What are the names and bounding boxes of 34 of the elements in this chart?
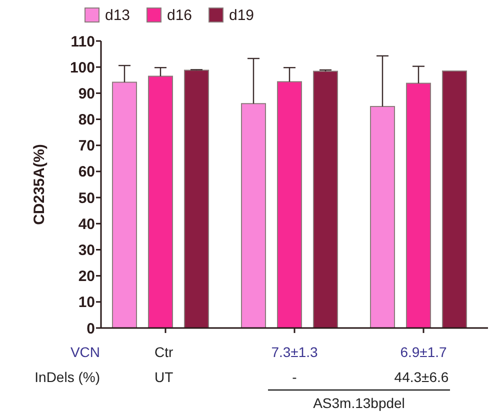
text: VCN bbox=[70, 344, 100, 360]
y-tick-label: 100 bbox=[70, 59, 95, 76]
text: 44.3±6.6 bbox=[394, 369, 449, 385]
y-tick-label: 10 bbox=[78, 294, 95, 312]
y-tick-label: 80 bbox=[78, 112, 95, 129]
text: - bbox=[292, 369, 298, 385]
y-tick-label: 60 bbox=[78, 164, 95, 181]
bar bbox=[184, 70, 209, 328]
text: InDels (%) bbox=[34, 369, 100, 385]
x-tick-label: 6.9±1.7 bbox=[400, 344, 448, 360]
y-tick-label: 50 bbox=[78, 190, 95, 207]
text: AS3m.13bpdel bbox=[313, 395, 405, 411]
y-tick-label: 110 bbox=[70, 33, 95, 50]
legend-label: d19 bbox=[229, 7, 254, 24]
bar bbox=[277, 81, 302, 328]
y-tick-label: 90 bbox=[78, 85, 95, 102]
x-tick-label: 7.3±1.3 bbox=[271, 344, 318, 360]
legend-label: d13 bbox=[105, 7, 130, 24]
y-tick-label: 30 bbox=[78, 242, 95, 259]
bar bbox=[241, 103, 266, 328]
y-tick-label: 20 bbox=[78, 268, 95, 286]
bar bbox=[406, 82, 431, 328]
text: UT bbox=[154, 369, 174, 385]
bar bbox=[442, 70, 467, 328]
bar bbox=[313, 70, 338, 328]
legend-label: d16 bbox=[167, 7, 192, 24]
y-tick-label: 40 bbox=[78, 216, 95, 233]
x-tick-label: Ctr bbox=[154, 344, 174, 360]
bar bbox=[112, 82, 137, 328]
y-tick-label: 70 bbox=[78, 138, 95, 155]
bar bbox=[148, 76, 173, 328]
y-axis-title: CD235A(%) bbox=[31, 144, 48, 225]
y-tick-label: 0 bbox=[86, 320, 95, 338]
bar bbox=[370, 106, 395, 328]
